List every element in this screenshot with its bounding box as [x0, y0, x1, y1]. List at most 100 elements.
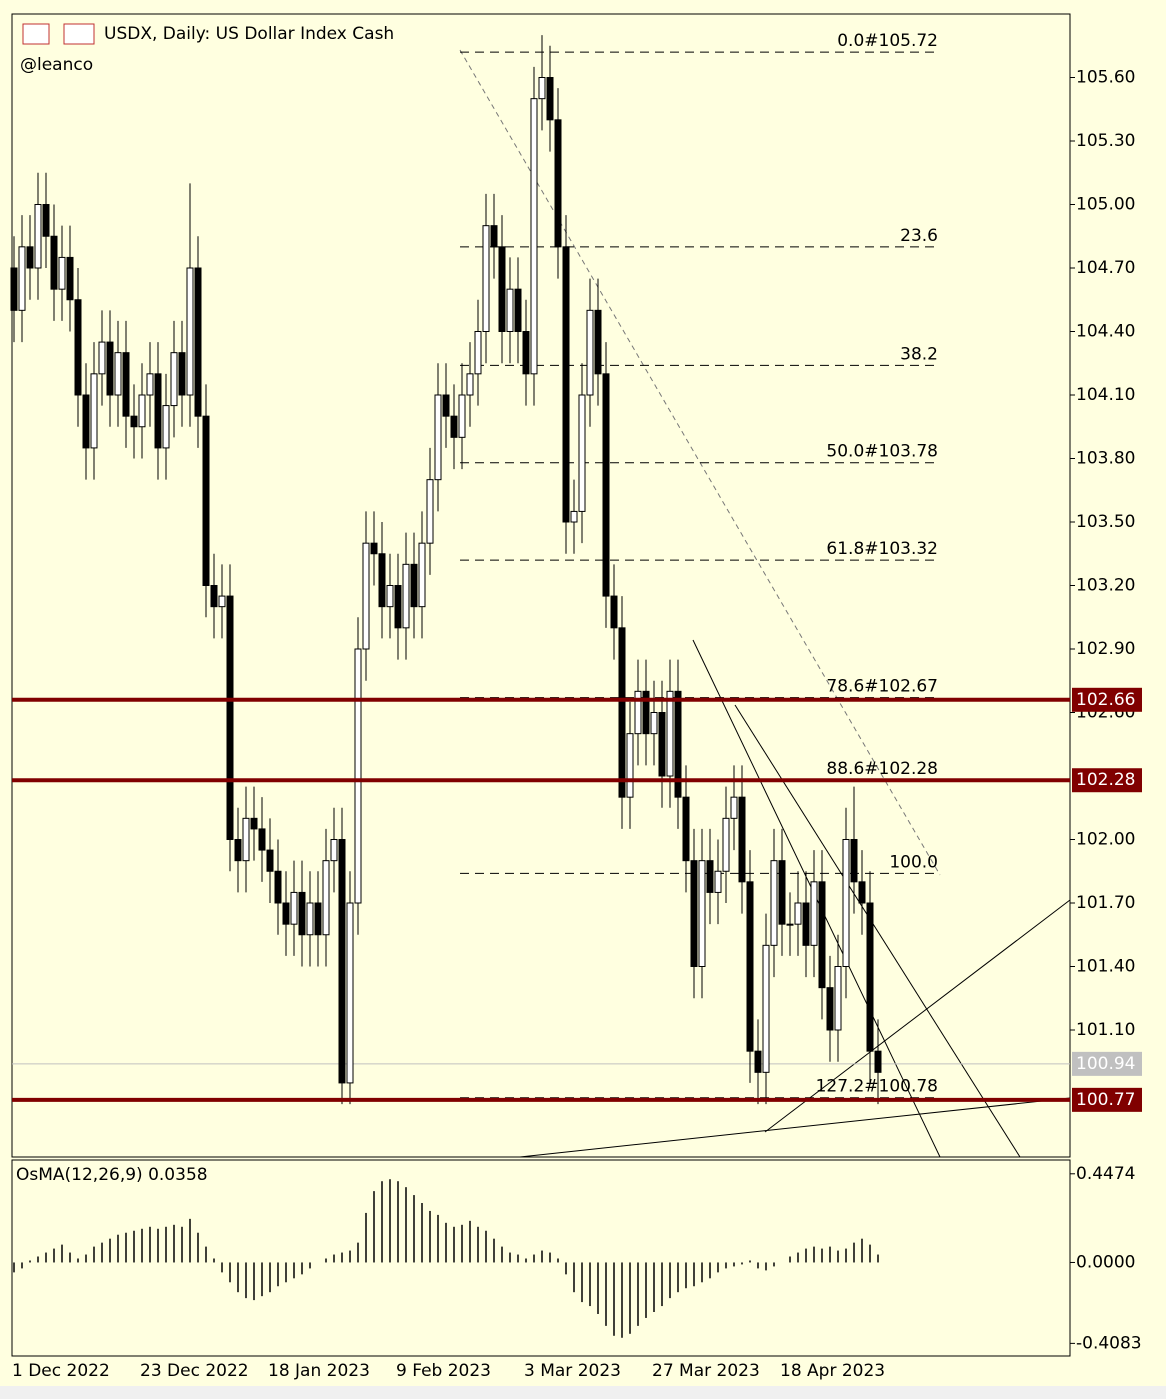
candle-body [770, 860, 778, 946]
candle-body [322, 860, 330, 936]
y-tick-label: 103.20 [1076, 576, 1135, 596]
candle-body [98, 341, 106, 375]
level-tag [1072, 687, 1142, 712]
y-tick-label: 103.50 [1076, 512, 1135, 532]
toolbar-icons[interactable] [22, 23, 95, 45]
candle-body [834, 966, 842, 1031]
candle-body [282, 902, 290, 925]
candle-body [586, 309, 594, 396]
level-tag [1072, 1087, 1142, 1112]
candle-body [66, 256, 74, 301]
candle-body [554, 119, 562, 248]
candle-body [202, 415, 210, 586]
candle-body [778, 860, 786, 925]
candle-body [530, 98, 538, 375]
indicator-title: OsMA(12,26,9) 0.0358 [16, 1165, 208, 1185]
candle-body [658, 712, 666, 777]
fib-label: 50.0#103.78 [826, 442, 938, 462]
candle-body [90, 373, 98, 449]
candle-body [434, 394, 442, 481]
candle-body [274, 870, 282, 904]
candle-body [138, 394, 146, 428]
candle-body [162, 405, 170, 449]
candle-body [746, 881, 754, 1052]
candle-body [666, 690, 674, 777]
x-tick-label: 18 Jan 2023 [268, 1361, 370, 1381]
candle-body [858, 881, 866, 904]
candle-body [642, 690, 650, 735]
y-tick-label: -0.4083 [1076, 1333, 1142, 1353]
chart-title: USDX, Daily: US Dollar Index Cash [104, 24, 394, 44]
candle-body [362, 542, 370, 650]
candle-body [626, 733, 634, 798]
candle-body [106, 341, 114, 396]
candle-body [298, 891, 306, 936]
candle-body [594, 309, 602, 375]
icon-list[interactable] [22, 23, 50, 45]
candle-body [426, 479, 434, 544]
candle-body [418, 542, 426, 608]
candle-body [34, 204, 42, 269]
last-price-label: 100.94 [1076, 1054, 1135, 1074]
candle-body [26, 246, 34, 269]
y-tick-label: 102.00 [1076, 830, 1135, 850]
fib-label: 88.6#102.28 [826, 759, 938, 779]
candle-body [242, 817, 250, 862]
y-tick-label: 101.70 [1076, 893, 1135, 913]
fib-label: 38.2 [900, 344, 938, 364]
candle-body [610, 595, 618, 629]
level-tag [1072, 768, 1142, 793]
candle-body [58, 256, 66, 290]
candle-body [234, 839, 242, 862]
candle-body [306, 902, 314, 936]
candle-body [570, 510, 578, 523]
candle-body [354, 648, 362, 904]
icon-chart[interactable] [63, 23, 95, 45]
candle-body [410, 563, 418, 608]
candle-body [146, 373, 154, 396]
level-label: 102.66 [1076, 690, 1135, 710]
x-tick-label: 23 Dec 2022 [140, 1361, 249, 1381]
candle-body [386, 585, 394, 608]
candle-body [730, 796, 738, 819]
candle-body [82, 394, 90, 449]
candle-body [602, 373, 610, 597]
candle-body [618, 627, 626, 798]
x-tick-label: 9 Feb 2023 [396, 1361, 491, 1381]
candle-body [866, 902, 874, 1052]
candle-body [538, 77, 546, 100]
candle-body [738, 796, 746, 883]
candle-body [178, 352, 186, 396]
candle-body [722, 817, 730, 872]
level-label: 100.77 [1076, 1090, 1135, 1110]
y-tick-label: 101.40 [1076, 957, 1135, 977]
candle-body [850, 839, 858, 883]
candle-body [258, 828, 266, 851]
candle-body [714, 870, 722, 893]
candle-body [442, 394, 450, 417]
candle-body [794, 902, 802, 925]
x-tick-label: 18 Apr 2023 [780, 1361, 885, 1381]
indicator-panel [11, 1159, 1071, 1357]
candle-body [874, 1050, 882, 1073]
candle-body [170, 352, 178, 407]
candle-body [186, 267, 194, 396]
candle-body [250, 817, 258, 830]
candle-body [290, 891, 298, 925]
x-tick-label: 27 Mar 2023 [652, 1361, 760, 1381]
level-label: 102.28 [1076, 770, 1135, 790]
candle-body [10, 267, 18, 311]
candle-body [506, 288, 514, 332]
candle-body [378, 553, 386, 608]
candle-body [210, 585, 218, 608]
trendline [764, 899, 1071, 1133]
candle-body [650, 712, 658, 735]
fib-label: 100.0 [889, 852, 938, 872]
x-tick-label: 1 Dec 2022 [12, 1361, 110, 1381]
candle-body [490, 225, 498, 248]
trendline [519, 1097, 1071, 1158]
candle-body [578, 394, 586, 512]
author: @leanco [20, 55, 93, 75]
candle-body [802, 902, 810, 946]
